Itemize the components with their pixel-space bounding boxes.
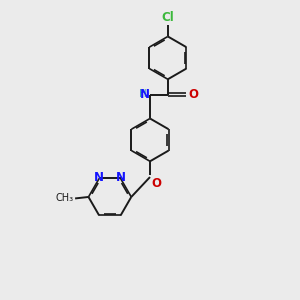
- Text: O: O: [189, 88, 199, 101]
- Text: O: O: [152, 177, 161, 190]
- Text: H: H: [139, 89, 147, 99]
- Text: N: N: [140, 88, 150, 100]
- Text: CH₃: CH₃: [55, 194, 73, 203]
- Text: Cl: Cl: [161, 11, 174, 24]
- Text: N: N: [116, 171, 126, 184]
- Text: N: N: [94, 171, 103, 184]
